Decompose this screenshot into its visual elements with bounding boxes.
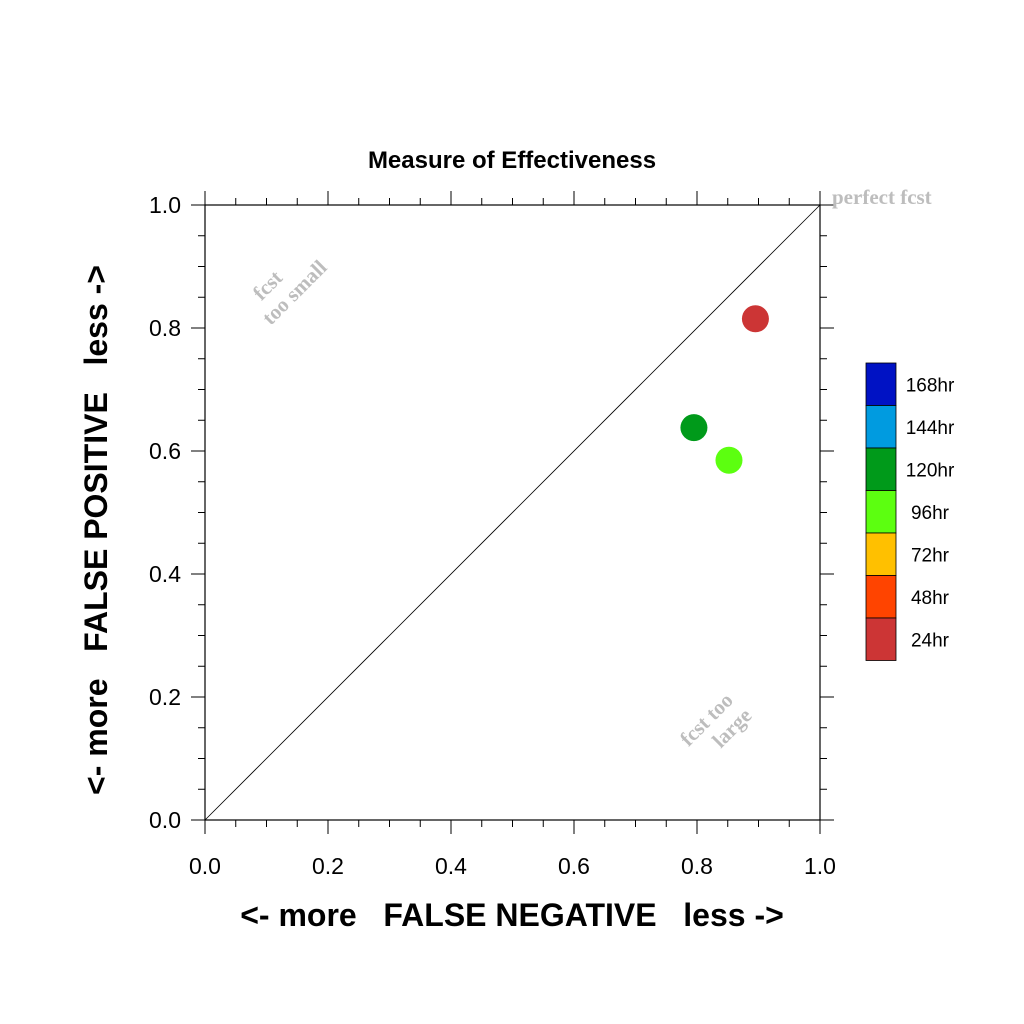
legend-swatch-24hr: [865, 617, 897, 661]
annotation-perfect-fcst: perfect fcst: [832, 185, 932, 209]
y-tick-label: 0.0: [149, 807, 181, 833]
y-tick-label: 0.6: [149, 438, 181, 464]
legend-swatch-168hr: [865, 362, 897, 406]
data-point-120hr: [680, 414, 708, 442]
y-tick-label: 0.2: [149, 684, 181, 710]
y-tick-label: 1.0: [149, 192, 181, 218]
legend-label-96hr: 96hr: [911, 503, 950, 524]
chart-title: Measure of Effectiveness: [368, 147, 656, 174]
y-tick-label: 0.8: [149, 315, 181, 341]
x-tick-label: 0.4: [435, 853, 467, 879]
x-tick-label: 0.2: [312, 853, 344, 879]
annotation-fcst-too-small: fcst too small: [248, 255, 332, 329]
legend-label-48hr: 48hr: [911, 588, 950, 609]
legend-swatch-48hr: [865, 575, 897, 619]
diagonal-reference-line: [204, 204, 821, 821]
x-tick-label: 0.8: [681, 853, 713, 879]
legend-swatch-144hr: [865, 405, 897, 449]
legend: 168hr 144hr 120hr 96hr 72hr 48hr 24hr: [865, 362, 955, 661]
x-tick-label: 1.0: [804, 853, 836, 879]
legend-label-168hr: 168hr: [906, 375, 955, 396]
data-point-24hr: [741, 305, 769, 333]
data-point-96hr: [715, 446, 743, 474]
x-axis-label: <- more FALSE NEGATIVE less ->: [240, 897, 784, 933]
legend-label-120hr: 120hr: [906, 460, 955, 481]
y-axis-label: <- more FALSE POSITIVE less ->: [78, 265, 114, 795]
legend-label-144hr: 144hr: [906, 418, 955, 439]
x-tick-label: 0.6: [558, 853, 590, 879]
legend-swatch-72hr: [865, 532, 897, 576]
y-tick-label: 0.4: [149, 561, 181, 587]
legend-swatch-120hr: [865, 447, 897, 491]
legend-swatch-96hr: [865, 490, 897, 534]
annotation-fcst-too-large: fcst too large: [675, 688, 756, 752]
x-tick-label: 0.0: [189, 853, 221, 879]
legend-label-72hr: 72hr: [911, 545, 950, 566]
legend-label-24hr: 24hr: [911, 630, 950, 651]
